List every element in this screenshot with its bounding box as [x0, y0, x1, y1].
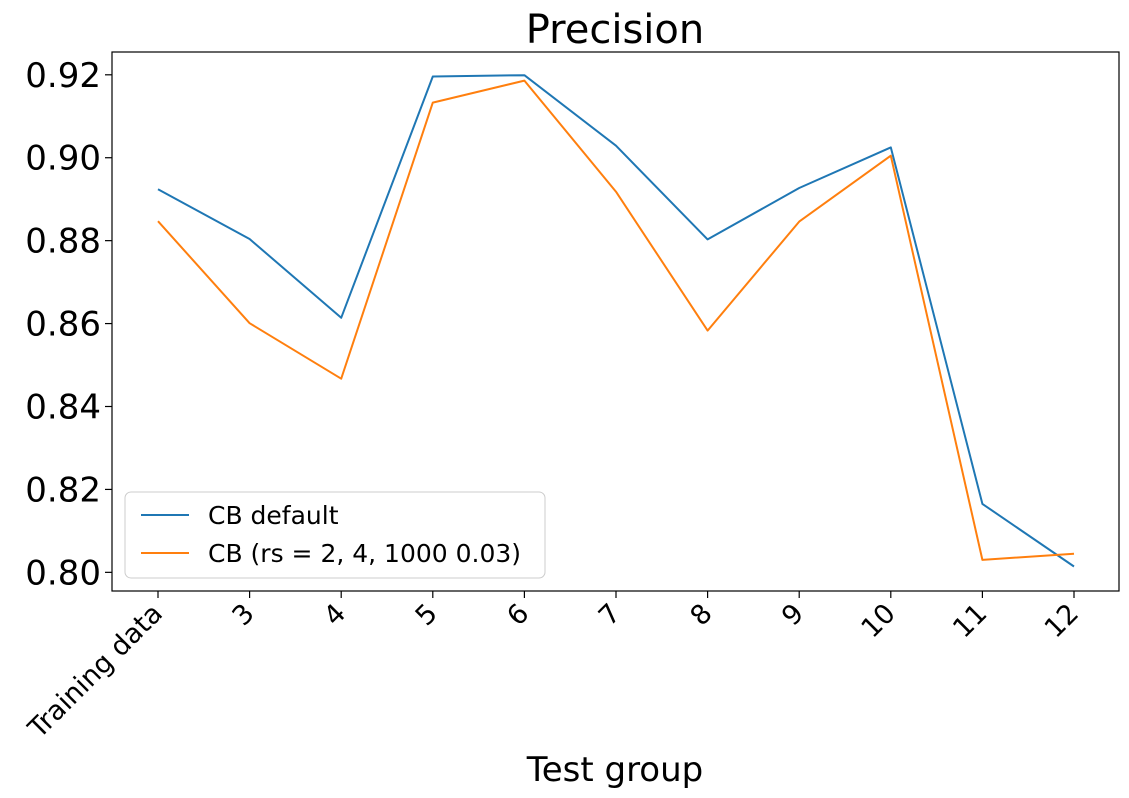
- x-tick-label: 7: [593, 598, 627, 632]
- legend-label-2: CB (rs = 2, 4, 1000 0.03): [208, 539, 521, 568]
- y-axis: 0.80 0.82 0.84 0.86 0.88 0.90 0.92: [25, 56, 112, 593]
- x-tick-label: 8: [684, 598, 718, 632]
- y-tick-label: 0.90: [25, 139, 101, 179]
- x-tick-label: 3: [226, 598, 260, 632]
- series-layer: [157, 74, 1075, 568]
- x-tick-label: 4: [318, 598, 352, 632]
- y-tick-label: 0.84: [25, 387, 101, 427]
- legend: CB default CB (rs = 2, 4, 1000 0.03): [124, 491, 546, 579]
- y-tick-label: 0.80: [25, 553, 101, 593]
- series-line-2: [157, 79, 1075, 561]
- y-tick-label: 0.86: [25, 305, 101, 345]
- x-tick-label: Training data: [22, 598, 169, 745]
- legend-box: [124, 491, 546, 579]
- y-tick-label: 0.88: [25, 222, 101, 262]
- legend-label-1: CB default: [208, 501, 339, 530]
- x-axis-label: Test group: [526, 750, 704, 790]
- x-tick-label: 9: [776, 598, 810, 632]
- x-axis: Training data 3 4 5 6 7 8 9 10 11 12: [22, 591, 1085, 745]
- y-tick-label: 0.92: [25, 56, 101, 96]
- series-line-1: [157, 74, 1075, 568]
- x-tick-label: 6: [501, 598, 535, 632]
- x-tick-label: 5: [410, 598, 444, 632]
- x-tick-label: 11: [947, 598, 993, 644]
- x-tick-label: 10: [856, 598, 902, 644]
- chart-title: Precision: [526, 7, 704, 53]
- y-tick-label: 0.82: [25, 470, 101, 510]
- x-tick-label: 12: [1039, 598, 1085, 644]
